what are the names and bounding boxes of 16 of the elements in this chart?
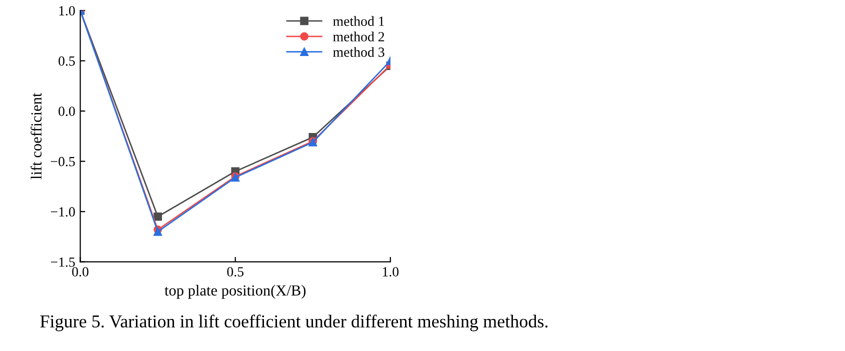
legend-label: method 1 <box>333 16 384 26</box>
x-tick-label: 1.0 <box>382 267 399 277</box>
y-tick-label: −1.5 <box>50 257 75 267</box>
y-axis-title: lift coefficient <box>30 92 42 180</box>
y-tick-label: −0.5 <box>50 156 75 166</box>
x-axis-title: top plate position(X/B) <box>164 284 306 299</box>
y-tick-label: 0.0 <box>58 106 75 116</box>
y-tick-label: −1.0 <box>50 207 75 217</box>
point <box>154 212 162 221</box>
caption: Figure 5. Variation in lift coefficient under different meshing methods. <box>40 314 548 332</box>
x-tick-label: 0.0 <box>72 267 88 277</box>
y-tick-label: 0.5 <box>58 56 75 66</box>
legend-label: method 2 <box>333 32 384 42</box>
y-tick-label: 1.0 <box>59 6 75 16</box>
legend-label: method 3 <box>333 47 384 57</box>
x-tick-label: 0.5 <box>227 267 244 277</box>
